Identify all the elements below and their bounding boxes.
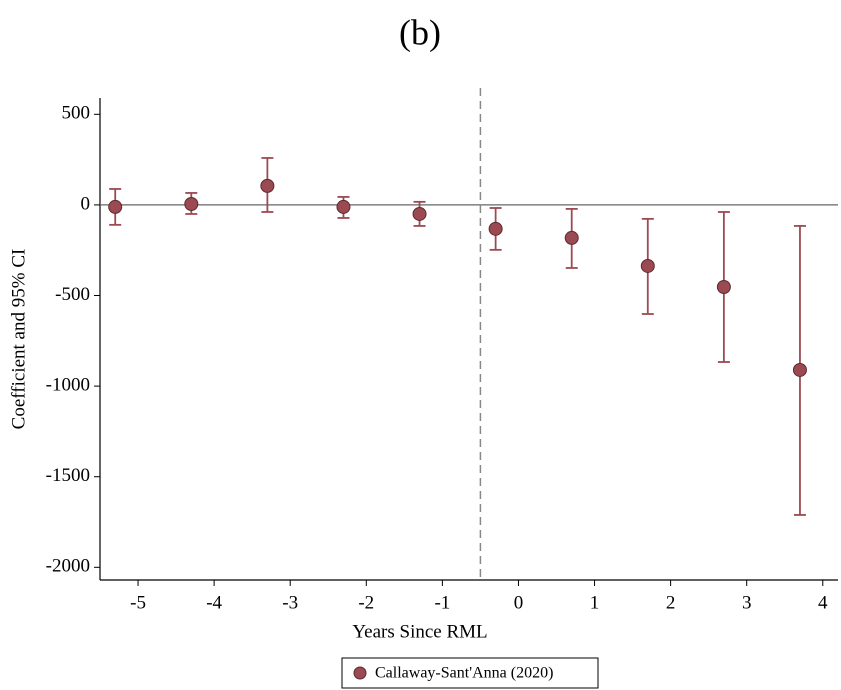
x-tick-label: -3 [282, 592, 298, 613]
x-tick-label: -1 [434, 592, 450, 613]
point [716, 279, 731, 294]
point [260, 178, 275, 193]
point [108, 199, 123, 214]
x-tick-label: 2 [666, 592, 676, 613]
x-tick-label: 3 [742, 592, 752, 613]
point [184, 197, 199, 212]
x-tick-label: -2 [358, 592, 374, 613]
x-tick-label: 0 [514, 592, 524, 613]
point [336, 199, 351, 214]
y-axis-label: Coefficient and 95% CI [8, 249, 29, 430]
point [640, 258, 655, 273]
y-tick-label: 500 [62, 103, 91, 124]
x-tick-label: -5 [130, 592, 146, 613]
chart-title: (b) [399, 12, 441, 52]
x-tick-label: 1 [590, 592, 600, 613]
y-tick-label: -1000 [46, 374, 90, 395]
legend-marker [353, 666, 367, 680]
x-axis-label: Years Since RML [352, 621, 487, 642]
point [412, 206, 427, 221]
legend-label: Callaway-Sant'Anna (2020) [375, 665, 553, 682]
y-tick-label: -1500 [46, 465, 90, 486]
point [488, 221, 503, 236]
y-tick-label: 0 [81, 193, 91, 214]
y-tick-label: -500 [55, 284, 90, 305]
legend-box [341, 657, 599, 689]
y-tick-label: -2000 [46, 556, 90, 577]
x-tick-label: -4 [206, 592, 222, 613]
point [792, 362, 807, 377]
x-tick-label: 4 [818, 592, 828, 613]
point [564, 230, 579, 245]
